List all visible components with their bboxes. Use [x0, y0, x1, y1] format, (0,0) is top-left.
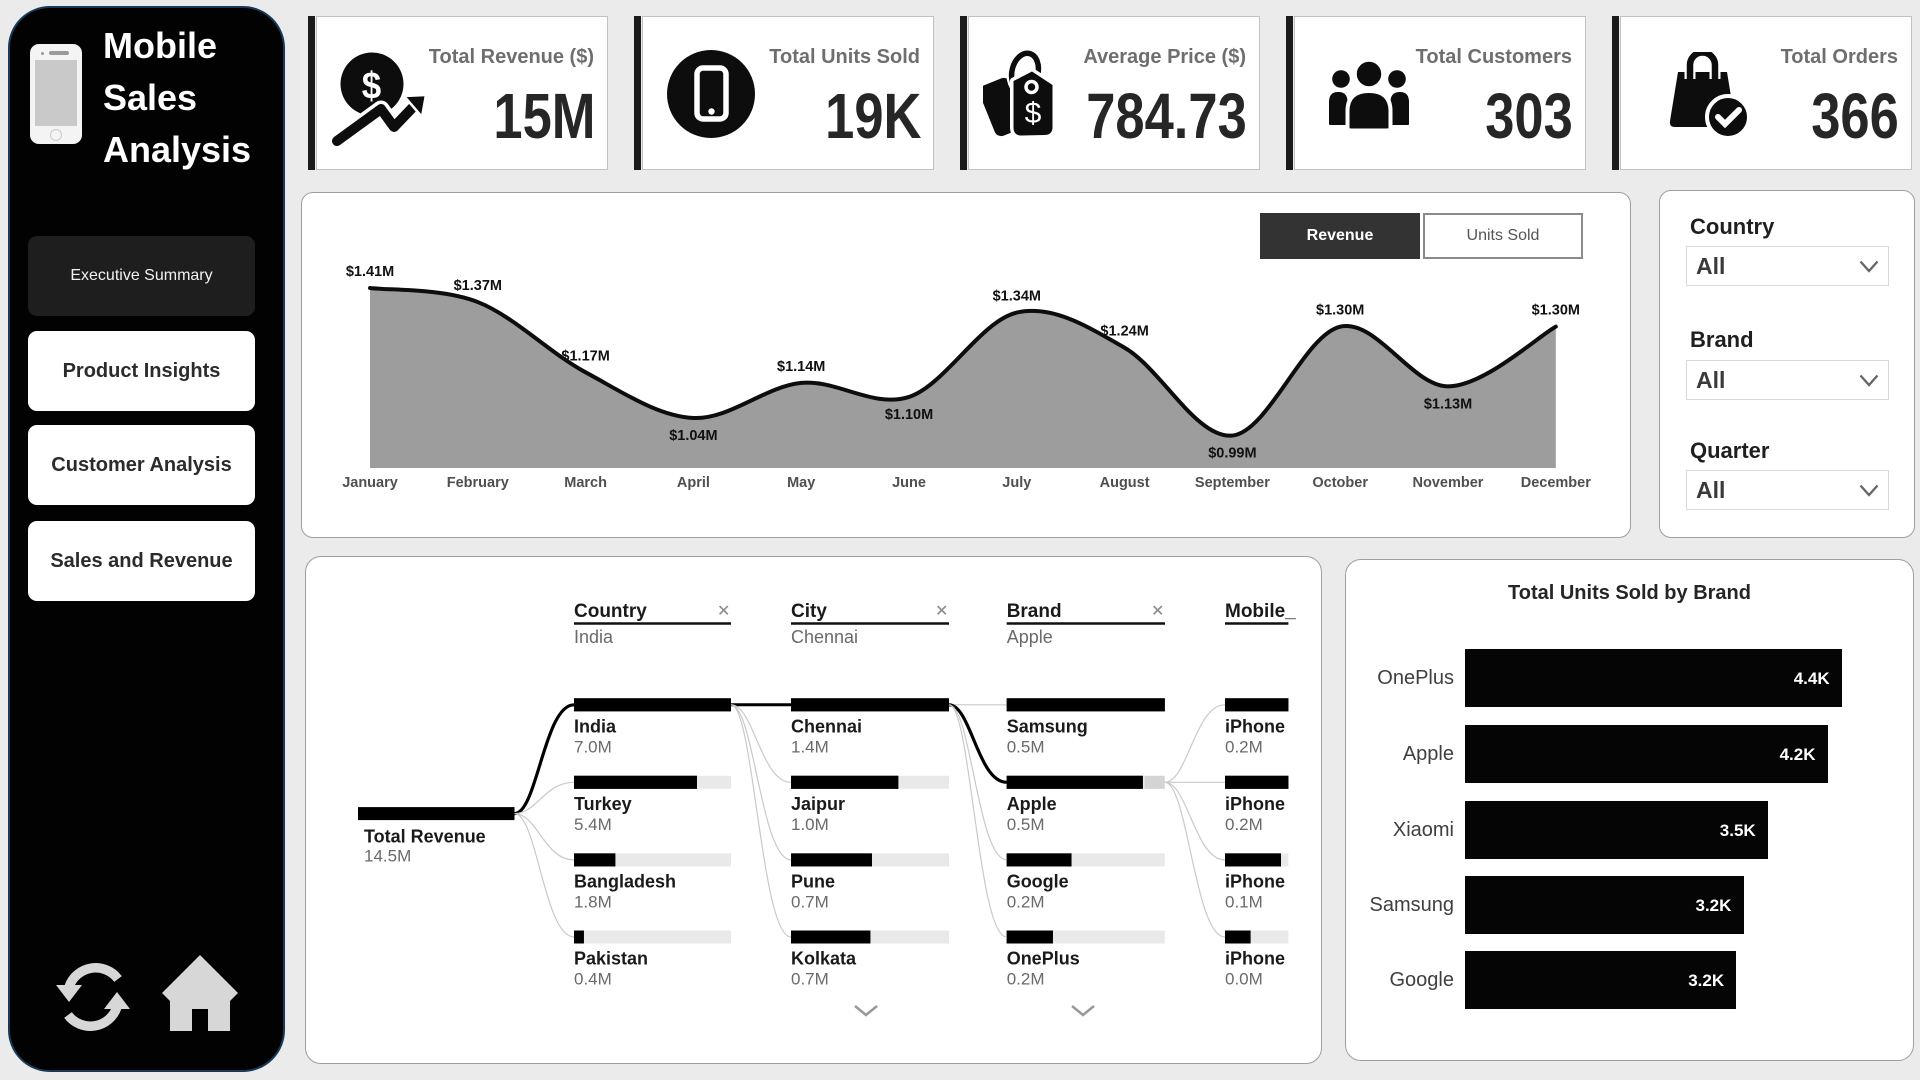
svg-text:City: City — [791, 601, 827, 622]
svg-text:$0.99M: $0.99M — [1208, 446, 1256, 462]
svg-text:November: November — [1413, 475, 1484, 491]
svg-text:7.0M: 7.0M — [574, 737, 612, 756]
svg-text:Kolkata: Kolkata — [791, 949, 857, 969]
svg-text:$1.34M: $1.34M — [993, 289, 1041, 305]
svg-text:Mobile_: Mobile_ — [1225, 601, 1296, 622]
svg-text:Country: Country — [574, 601, 647, 622]
svg-text:$1.04M: $1.04M — [669, 428, 717, 444]
svg-text:iPhone: iPhone — [1225, 949, 1285, 969]
svg-text:iPhone: iPhone — [1225, 871, 1285, 891]
svg-text:India: India — [574, 627, 614, 647]
svg-text:Samsung: Samsung — [1007, 716, 1088, 736]
svg-text:0.7M: 0.7M — [791, 970, 829, 989]
svg-text:Pakistan: Pakistan — [574, 949, 648, 969]
svg-text:0.5M: 0.5M — [1007, 815, 1045, 834]
svg-text:iPhone: iPhone — [1225, 716, 1285, 736]
svg-text:Pune: Pune — [791, 871, 835, 891]
svg-text:Jaipur: Jaipur — [791, 794, 845, 814]
svg-text:Chennai: Chennai — [791, 716, 862, 736]
svg-text:✕: ✕ — [1151, 603, 1164, 620]
svg-text:✕: ✕ — [935, 603, 948, 620]
svg-text:Apple: Apple — [1007, 794, 1057, 814]
svg-text:$1.14M: $1.14M — [777, 359, 825, 375]
svg-text:October: October — [1312, 475, 1368, 491]
svg-text:December: December — [1521, 475, 1591, 491]
svg-text:Turkey: Turkey — [574, 794, 632, 814]
svg-text:0.7M: 0.7M — [791, 892, 829, 911]
svg-text:iPhone: iPhone — [1225, 794, 1285, 814]
svg-text:April: April — [677, 475, 710, 491]
svg-text:$1.17M: $1.17M — [561, 348, 609, 364]
svg-text:$: $ — [1025, 97, 1042, 130]
svg-text:August: August — [1100, 475, 1150, 491]
svg-text:$1.37M: $1.37M — [454, 278, 502, 294]
svg-text:1.0M: 1.0M — [791, 815, 829, 834]
svg-text:India: India — [574, 716, 617, 736]
svg-text:1.4M: 1.4M — [791, 737, 829, 756]
svg-text:May: May — [787, 475, 815, 491]
svg-text:Chennai: Chennai — [791, 627, 858, 647]
svg-text:0.1M: 0.1M — [1225, 892, 1263, 911]
svg-text:Total Revenue: Total Revenue — [364, 827, 486, 847]
svg-text:$1.10M: $1.10M — [885, 407, 933, 423]
svg-text:Bangladesh: Bangladesh — [574, 871, 676, 891]
svg-text:0.2M: 0.2M — [1225, 737, 1263, 756]
svg-text:0.5M: 0.5M — [1007, 737, 1045, 756]
svg-text:$1.41M: $1.41M — [346, 264, 394, 280]
svg-text:0.2M: 0.2M — [1007, 892, 1045, 911]
svg-text:OnePlus: OnePlus — [1007, 949, 1080, 969]
svg-text:5.4M: 5.4M — [574, 815, 612, 834]
svg-text:0.4M: 0.4M — [574, 970, 612, 989]
svg-text:$1.30M: $1.30M — [1532, 303, 1580, 319]
svg-text:September: September — [1195, 475, 1270, 491]
svg-text:$1.30M: $1.30M — [1316, 303, 1364, 319]
svg-text:Apple: Apple — [1007, 627, 1053, 647]
svg-text:June: June — [892, 475, 926, 491]
svg-text:January: January — [342, 475, 398, 491]
svg-text:March: March — [564, 475, 607, 491]
svg-text:July: July — [1002, 475, 1031, 491]
svg-text:$1.13M: $1.13M — [1424, 396, 1472, 412]
svg-text:1.8M: 1.8M — [574, 892, 612, 911]
svg-text:0.0M: 0.0M — [1225, 970, 1263, 989]
svg-text:Google: Google — [1007, 871, 1069, 891]
svg-text:February: February — [447, 475, 509, 491]
svg-text:$: $ — [362, 64, 381, 107]
svg-text:Brand: Brand — [1007, 601, 1062, 622]
svg-text:✕: ✕ — [717, 603, 730, 620]
svg-text:14.5M: 14.5M — [364, 847, 411, 866]
svg-text:0.2M: 0.2M — [1007, 970, 1045, 989]
svg-text:0.2M: 0.2M — [1225, 815, 1263, 834]
svg-text:$1.24M: $1.24M — [1100, 324, 1148, 340]
